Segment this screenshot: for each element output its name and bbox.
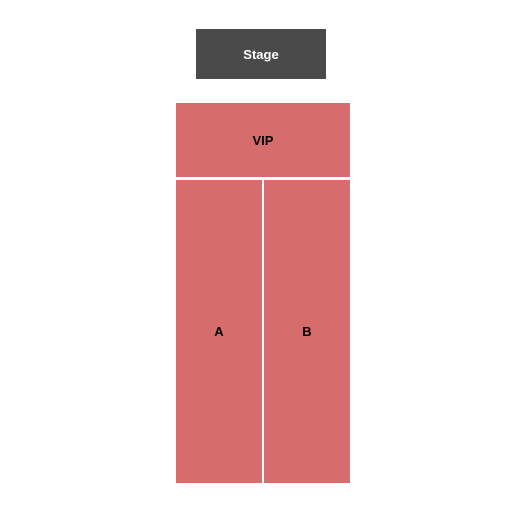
stage-label: Stage — [243, 47, 278, 62]
section-a[interactable]: A — [175, 179, 263, 484]
stage-block: Stage — [195, 28, 327, 80]
section-label: VIP — [253, 133, 274, 148]
section-label: B — [302, 324, 311, 339]
section-b[interactable]: B — [263, 179, 351, 484]
section-vip[interactable]: VIP — [175, 102, 351, 178]
section-label: A — [214, 324, 223, 339]
